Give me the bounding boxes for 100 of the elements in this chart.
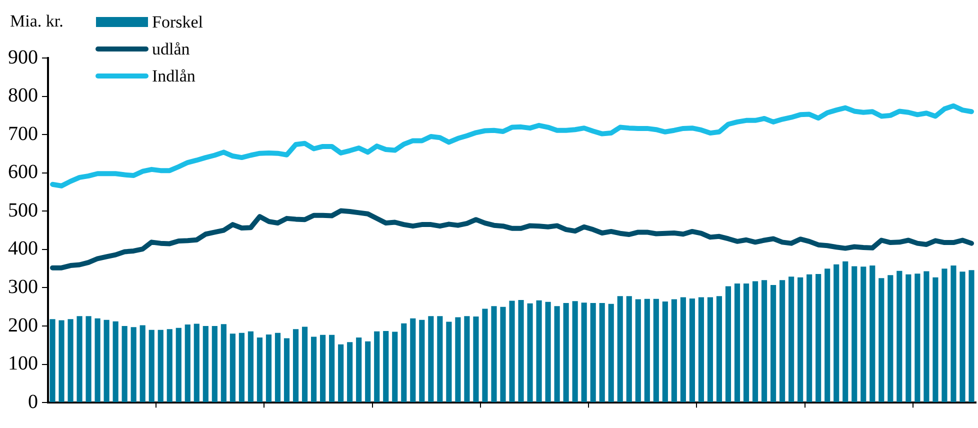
bar <box>545 302 551 402</box>
y-tick-label: 700 <box>8 122 38 145</box>
bar <box>238 332 244 402</box>
bar <box>906 274 912 402</box>
y-tick-label: 500 <box>8 199 38 222</box>
bar <box>58 320 64 402</box>
bar <box>924 271 930 402</box>
bar <box>563 303 569 402</box>
bar <box>725 286 732 402</box>
bar <box>527 303 533 402</box>
y-tick-label: 200 <box>8 314 38 336</box>
bar <box>780 280 786 402</box>
bar <box>338 344 344 402</box>
bar <box>888 275 894 402</box>
bar <box>824 268 830 402</box>
bar <box>356 338 362 402</box>
bar <box>698 297 704 402</box>
bar <box>968 270 974 402</box>
bar <box>140 325 146 402</box>
bar <box>284 338 290 402</box>
bar <box>752 281 758 402</box>
bar <box>770 285 776 402</box>
legend-label: Forskel <box>152 12 204 32</box>
bar <box>942 268 948 402</box>
bar <box>122 326 128 402</box>
bar <box>581 302 587 402</box>
bar <box>536 300 542 402</box>
bar <box>716 296 722 402</box>
bar <box>50 319 56 402</box>
bar <box>932 277 938 402</box>
bar <box>635 299 641 402</box>
bar <box>960 272 966 402</box>
bar <box>274 332 281 402</box>
bar <box>329 334 335 402</box>
bar <box>392 332 398 402</box>
bar <box>662 302 668 402</box>
bar <box>572 301 578 402</box>
bar <box>446 322 452 402</box>
bar <box>68 319 74 402</box>
bar <box>410 318 416 402</box>
bar <box>148 330 154 402</box>
bar <box>428 316 434 402</box>
bar <box>365 341 371 402</box>
bar <box>878 278 884 402</box>
legend-label: udlån <box>152 39 190 58</box>
bar <box>798 277 804 402</box>
y-tick-label: 800 <box>8 84 38 107</box>
y-tick-label: 600 <box>8 161 38 184</box>
bar <box>464 316 470 402</box>
bar <box>104 320 110 402</box>
bar <box>176 328 182 402</box>
bar <box>617 296 623 402</box>
bar <box>680 297 686 402</box>
bar <box>76 316 82 402</box>
bar <box>419 320 425 402</box>
bar <box>914 274 920 402</box>
bar <box>707 297 714 402</box>
bar <box>671 299 677 402</box>
y-tick-label: 0 <box>28 390 38 413</box>
bar <box>834 264 840 402</box>
bar <box>230 334 236 402</box>
bar <box>806 274 812 402</box>
y-tick-label: 900 <box>8 46 38 68</box>
bar <box>590 303 596 402</box>
bar <box>455 317 461 402</box>
bar <box>852 266 858 402</box>
bar <box>130 327 136 402</box>
bar <box>734 284 740 402</box>
bar <box>761 280 768 402</box>
bar <box>500 306 506 402</box>
bar <box>860 266 866 402</box>
bar <box>743 284 750 402</box>
bar <box>518 300 524 402</box>
bar <box>870 266 876 402</box>
bar <box>509 300 515 402</box>
bar <box>256 338 263 402</box>
bar <box>473 316 479 402</box>
bar <box>248 331 254 402</box>
bar <box>554 306 560 402</box>
bar <box>401 323 407 402</box>
bar <box>644 298 650 402</box>
bar <box>626 296 632 402</box>
bar <box>266 334 272 402</box>
bar <box>302 326 308 402</box>
bar <box>950 266 956 402</box>
bar <box>383 331 389 402</box>
y-tick-label: 300 <box>8 276 38 298</box>
bar <box>202 326 208 402</box>
bar <box>94 318 100 402</box>
bar <box>689 298 695 402</box>
bar <box>166 329 172 402</box>
bar <box>158 330 164 402</box>
bar <box>816 274 822 402</box>
legend-label: Indlån <box>152 66 196 86</box>
bar <box>347 342 353 402</box>
bar <box>608 304 614 402</box>
bar <box>896 270 902 402</box>
bar <box>842 261 848 402</box>
bar <box>320 334 326 402</box>
bar <box>482 308 488 402</box>
